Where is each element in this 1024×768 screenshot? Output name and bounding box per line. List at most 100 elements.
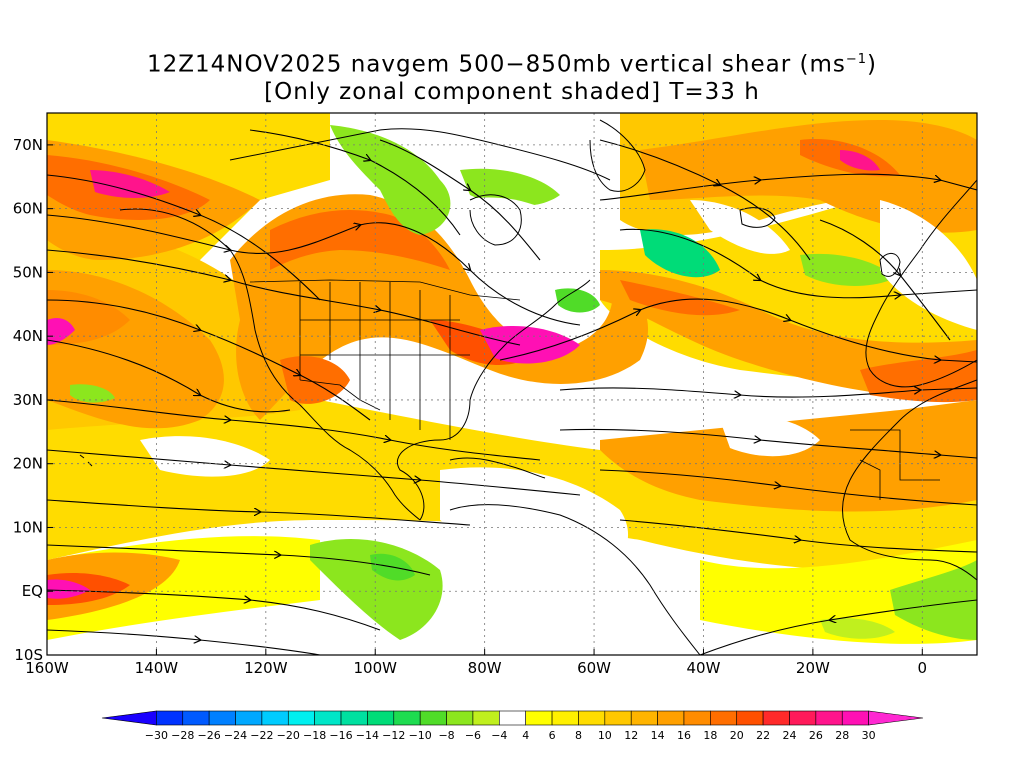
colorbar-swatch: [393, 710, 421, 726]
streamline: [47, 339, 291, 413]
colorbar-swatch: [551, 710, 579, 726]
colorbar-label: −16: [329, 729, 352, 742]
colorbar-arrow-high: [868, 710, 924, 726]
colorbar-label: 20: [730, 729, 744, 742]
colorbar-swatch: [208, 710, 236, 726]
y-tick-label: 50N: [13, 263, 43, 281]
streamline: [599, 139, 811, 261]
streamline: [47, 499, 471, 526]
colorbar-swatch: [499, 710, 526, 726]
shear-neg-patch-south-atlantic: [890, 560, 977, 640]
colorbar-label: −6: [465, 729, 481, 742]
colorbar-swatch: [578, 710, 606, 726]
colorbar-label: 26: [809, 729, 823, 742]
map-frame: [46, 112, 978, 656]
colorbar-label: −18: [303, 729, 326, 742]
colorbar-swatch: [367, 710, 395, 726]
x-tick-label: 40W: [687, 659, 721, 677]
colorbar-swatch: [525, 710, 553, 726]
colorbar-swatch: [815, 710, 843, 726]
colorbar-swatch: [683, 710, 711, 726]
y-tick-labels: 70N 60N 50N 40N 30N 20N 10N EQ 10S: [13, 136, 43, 664]
streamline: [599, 469, 977, 506]
y-tick-label: 60N: [13, 200, 43, 218]
colorbar-label: 28: [835, 729, 849, 742]
streamline-layer: [47, 129, 977, 655]
colorbar-swatch: [446, 710, 474, 726]
y-tick-marks: [47, 144, 53, 656]
y-tick-label: 30N: [13, 391, 43, 409]
streamline: [47, 214, 581, 326]
colorbar-swatch: [472, 710, 500, 726]
shear-neg-patch-hudson: [460, 168, 560, 207]
colorbar-label: 18: [703, 729, 717, 742]
x-tick-labels: 160W 140W 120W 100W 80W 60W 40W 20W 0: [25, 659, 927, 677]
colorbar-label: −28: [171, 729, 194, 742]
colorbar-swatch: [287, 710, 315, 726]
shear-max-west-atlantic: [480, 325, 580, 364]
streamline: [47, 629, 321, 655]
x-tick-label: 0: [918, 659, 928, 677]
x-tick-label: 100W: [354, 659, 398, 677]
streamline: [249, 129, 461, 236]
x-tick-label: 120W: [244, 659, 288, 677]
x-tick-label: 60W: [577, 659, 611, 677]
colorbar-arrow-low: [101, 710, 157, 726]
title-line-1: 12Z14NOV2025 navgem 500−850mb vertical s…: [0, 46, 1024, 79]
y-tick-label: 10N: [13, 518, 43, 536]
shear-max-north-pacific: [90, 170, 170, 198]
colorbar-label: −12: [382, 729, 405, 742]
x-tick-label: 140W: [135, 659, 179, 677]
shear-gap-amazon: [480, 596, 660, 655]
title-line-1-close: ): [867, 51, 878, 78]
colorbar-label: −4: [491, 729, 507, 742]
colorbar-label: 22: [756, 729, 770, 742]
colorbar-swatch: [841, 710, 869, 726]
streamline: [47, 299, 371, 421]
x-tick-label: 20W: [796, 659, 830, 677]
colorbar-swatch: [789, 710, 817, 726]
shear-neg-patch-hawaii: [70, 384, 115, 403]
streamline: [47, 249, 521, 346]
coastline-canada-north: [229, 128, 611, 181]
colorbar-label: 6: [549, 729, 556, 742]
x-tick-marks: [46, 649, 923, 655]
shear-gap-europe: [880, 200, 977, 330]
streamline: [559, 388, 977, 397]
colorbar-label: −26: [198, 729, 221, 742]
colorbar-swatch: [736, 710, 764, 726]
coastline-africa-west: [842, 379, 977, 581]
colorbar-label: 12: [624, 729, 638, 742]
coastline-south-america: [449, 504, 701, 655]
colorbar-swatch: [419, 710, 447, 726]
shear-neg-patch-greenland: [330, 125, 451, 235]
y-tick-label: EQ: [22, 582, 43, 600]
x-tick-label: 80W: [468, 659, 502, 677]
streamline: [619, 228, 977, 297]
colorbar-label: 30: [862, 729, 876, 742]
colorbar-label: 14: [651, 729, 665, 742]
streamline: [47, 399, 541, 461]
colorbar-swatch: [182, 710, 210, 726]
shear-shading-layer: [47, 113, 977, 655]
coastline-cuba: [449, 457, 546, 479]
colorbar-label: −8: [438, 729, 454, 742]
coastline-hudson-bay: [469, 194, 522, 246]
shear-max-equator-pacific: [47, 579, 90, 599]
us-mexico-border: [299, 379, 381, 411]
coastline-iceland: [739, 207, 776, 228]
shear-neg-patch-east-pacific-tropics: [310, 539, 443, 640]
shear-gap-caribbean: [440, 467, 629, 580]
shear-neg-patch-west-africa: [820, 618, 895, 639]
colorbar-swatch: [235, 710, 263, 726]
colorbar-swatch: [630, 710, 658, 726]
shear-gap-greenland-sea: [690, 200, 790, 254]
colorbar-label: −10: [409, 729, 432, 742]
gridline-layer: [47, 113, 977, 655]
colorbar-swatch: [261, 710, 289, 726]
shear-max-arctic: [840, 150, 880, 171]
x-tick-label: 160W: [25, 659, 69, 677]
colorbar-swatch: [604, 710, 632, 726]
colorbar-label: −14: [356, 729, 379, 742]
